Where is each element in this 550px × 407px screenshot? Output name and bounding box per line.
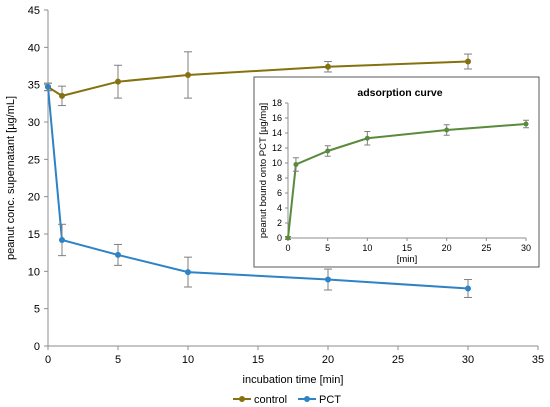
pct-line bbox=[47, 86, 469, 290]
inset-y-tick-label: 8 bbox=[277, 173, 282, 183]
inset-panel bbox=[253, 76, 540, 268]
pct-point bbox=[45, 83, 51, 90]
inset-adsorption-point bbox=[523, 121, 529, 127]
pct-point bbox=[59, 236, 65, 243]
inset-x-tick-label: 15 bbox=[402, 243, 412, 253]
x-tick-label: 15 bbox=[252, 354, 264, 366]
y-tick-label: 15 bbox=[28, 229, 40, 241]
y-tick-label: 45 bbox=[28, 5, 40, 17]
inset-y-tick-label: 12 bbox=[272, 143, 282, 153]
inset-x-tick-label: 30 bbox=[521, 243, 531, 253]
inset-y-tick-label: 18 bbox=[272, 98, 282, 108]
legend-label: control bbox=[254, 394, 287, 406]
control-point bbox=[115, 78, 121, 85]
x-tick-label: 25 bbox=[392, 354, 404, 366]
y-tick-label: 10 bbox=[28, 266, 40, 278]
inset-y-tick-label: 10 bbox=[272, 158, 282, 168]
y-tick-label: 25 bbox=[28, 154, 40, 166]
x-tick-label: 30 bbox=[462, 354, 474, 366]
x-tick-label: 0 bbox=[45, 354, 51, 366]
control-point bbox=[185, 71, 191, 78]
inset-x-tick-label: 0 bbox=[285, 243, 290, 253]
y-axis-title: peanut conc. supernatant [µg/mL] bbox=[5, 96, 17, 260]
inset-adsorption-point bbox=[444, 127, 450, 133]
inset-x-tick-label: 10 bbox=[362, 243, 372, 253]
control-point bbox=[59, 92, 65, 99]
x-tick-label: 35 bbox=[532, 354, 544, 366]
y-tick-label: 40 bbox=[28, 42, 40, 54]
x-tick-label: 5 bbox=[115, 354, 121, 366]
y-tick-label: 0 bbox=[34, 341, 40, 353]
control-point bbox=[325, 63, 331, 70]
pct-series bbox=[44, 82, 472, 298]
inset-y-tick-label: 6 bbox=[277, 188, 282, 198]
pct-point bbox=[185, 269, 191, 276]
x-axis-title: incubation time [min] bbox=[243, 374, 344, 386]
legend: control PCT bbox=[233, 394, 341, 406]
inset-adsorption-point bbox=[364, 135, 370, 141]
inset-x-tick-label: 5 bbox=[325, 243, 330, 253]
pct-point bbox=[115, 251, 121, 258]
pct-point bbox=[325, 276, 331, 283]
legend-label: PCT bbox=[319, 394, 341, 406]
inset-y-tick-label: 4 bbox=[277, 203, 282, 213]
y-tick-label: 20 bbox=[28, 192, 40, 204]
inset-x-tick-label: 25 bbox=[481, 243, 491, 253]
y-tick-label: 5 bbox=[34, 304, 40, 316]
inset-x-tick-label: 20 bbox=[442, 243, 452, 253]
legend-item-control: control bbox=[233, 394, 287, 406]
legend-swatch-marker bbox=[239, 396, 245, 402]
x-tick-label: 20 bbox=[322, 354, 334, 366]
legend-swatch-marker bbox=[304, 396, 310, 402]
inset-adsorption-point bbox=[325, 148, 331, 154]
inset-y-axis-title: peanut bound onto PCT [µg/mg] bbox=[258, 103, 269, 238]
inset-adsorption-point bbox=[285, 235, 291, 241]
pct-point bbox=[465, 285, 471, 292]
inset-adsorption-point bbox=[293, 162, 299, 167]
inset-title: adsorption curve bbox=[357, 87, 442, 99]
inset-x-axis-title: [min] bbox=[397, 254, 418, 265]
legend-item-pct: PCT bbox=[298, 394, 341, 406]
inset-adsorption-series bbox=[285, 119, 529, 241]
y-tick-label: 35 bbox=[28, 80, 40, 92]
inset-y-tick-label: 16 bbox=[272, 113, 282, 123]
inset-y-tick-label: 2 bbox=[277, 218, 282, 228]
inset-y-tick-label: 0 bbox=[277, 233, 282, 243]
y-tick-label: 30 bbox=[28, 117, 40, 129]
inset-adsorption-line bbox=[287, 123, 527, 239]
x-tick-label: 10 bbox=[182, 354, 194, 366]
inset-y-tick-label: 14 bbox=[272, 128, 282, 138]
control-point bbox=[465, 58, 471, 65]
